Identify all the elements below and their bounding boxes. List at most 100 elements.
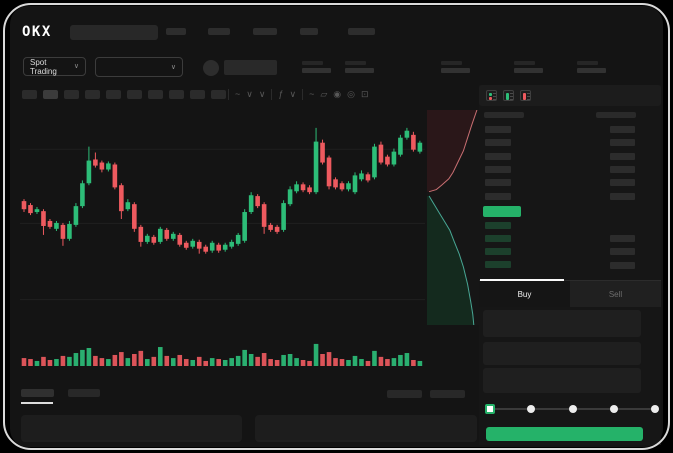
separator xyxy=(228,88,229,100)
timeframe-button[interactable] xyxy=(169,90,184,99)
orderbook-col-header-left xyxy=(484,112,524,118)
stat-label-placeholder xyxy=(345,61,366,65)
slider-stop-active[interactable] xyxy=(485,404,495,414)
divider xyxy=(479,280,661,281)
timeframe-button[interactable] xyxy=(43,90,58,99)
ask-row[interactable] xyxy=(485,179,511,187)
nav-item-placeholder[interactable] xyxy=(208,28,230,35)
market-type-label: Spot Trading xyxy=(30,57,57,76)
slider-stop[interactable] xyxy=(527,405,536,413)
bid-row[interactable] xyxy=(485,261,511,268)
combined-book-icon[interactable] xyxy=(486,90,497,101)
overlay-line-icon[interactable]: ~ xyxy=(309,89,315,99)
timeframe-button[interactable] xyxy=(127,90,142,99)
last-price-highlight[interactable] xyxy=(483,206,521,217)
screenshot-icon[interactable]: ◉ xyxy=(333,88,342,99)
ask-size-row[interactable] xyxy=(610,179,635,187)
bottom-action-1[interactable] xyxy=(387,390,422,398)
bottom-action-2[interactable] xyxy=(430,390,465,398)
search-input[interactable] xyxy=(70,25,158,40)
stat-label-placeholder xyxy=(577,61,598,65)
indicators-icon[interactable]: ƒ xyxy=(278,89,284,99)
total-input[interactable] xyxy=(483,368,641,393)
layout-chevron-icon[interactable]: ∨ xyxy=(258,88,266,99)
bid-size-row[interactable] xyxy=(610,235,635,242)
pair-dropdown[interactable]: ∨ xyxy=(95,57,183,77)
bid-row[interactable] xyxy=(485,248,511,255)
stat-label-placeholder xyxy=(441,61,462,65)
ask-size-row[interactable] xyxy=(610,192,635,200)
bid-size-row[interactable] xyxy=(610,248,635,256)
fullscreen-icon[interactable]: ⊡ xyxy=(360,88,369,99)
nav-item-placeholder[interactable] xyxy=(348,28,375,35)
candle-style-chevron-icon[interactable]: ∨ xyxy=(246,88,253,99)
ask-size-row[interactable] xyxy=(610,126,635,133)
amount-input[interactable] xyxy=(483,342,641,365)
timeframe-button[interactable] xyxy=(190,90,205,99)
separator xyxy=(302,88,304,100)
ask-row[interactable] xyxy=(485,165,511,173)
volume-chart[interactable] xyxy=(20,338,425,366)
timeframe-button[interactable] xyxy=(22,90,37,99)
compare-icon[interactable]: ▱ xyxy=(320,88,328,99)
tab-sell-label: Sell xyxy=(608,289,623,299)
tab-buy[interactable]: Buy xyxy=(479,281,570,307)
candle-style-icon[interactable]: ~ xyxy=(235,89,241,99)
bid-row[interactable] xyxy=(485,222,511,229)
nav-item-placeholder[interactable] xyxy=(253,28,277,35)
stat-value-placeholder xyxy=(441,68,470,73)
bids-only-icon[interactable] xyxy=(503,90,514,101)
nav-item-placeholder[interactable] xyxy=(166,28,186,35)
ask-size-row[interactable] xyxy=(610,139,635,147)
asks-only-icon[interactable] xyxy=(520,90,531,101)
stat-value-placeholder xyxy=(577,68,606,73)
order-history-panel xyxy=(255,415,477,442)
indicators-chevron-icon[interactable]: ∨ xyxy=(289,88,297,99)
timeframe-button[interactable] xyxy=(85,90,100,99)
tab-buy-label: Buy xyxy=(517,289,532,299)
chart-settings-icon[interactable]: ◎ xyxy=(347,88,355,99)
timeframe-button[interactable] xyxy=(106,90,121,99)
market-type-dropdown[interactable]: Spot Trading ∨ xyxy=(23,57,86,76)
chart-tools: ~ ∨ ∨ ƒ ∨ ~ ▱ ◉ ◎ ⊡ xyxy=(228,87,369,101)
nav-item-placeholder[interactable] xyxy=(300,28,318,35)
timeframe-bar xyxy=(22,90,226,99)
buy-submit-button[interactable] xyxy=(486,427,643,441)
timeframe-button[interactable] xyxy=(211,90,226,99)
ask-row[interactable] xyxy=(485,152,511,160)
stat-label-placeholder xyxy=(514,61,535,65)
timeframe-button[interactable] xyxy=(64,90,79,99)
timeframe-button[interactable] xyxy=(148,90,163,99)
active-tab-underline xyxy=(480,279,564,281)
candlestick-chart[interactable] xyxy=(20,108,425,330)
ask-size-row[interactable] xyxy=(610,165,635,173)
slider-stop[interactable] xyxy=(568,405,577,413)
orderbook-view-modes xyxy=(486,90,531,101)
separator xyxy=(271,88,273,100)
bid-row[interactable] xyxy=(485,235,511,242)
stat-value-placeholder xyxy=(514,68,543,73)
bottom-tab-1[interactable] xyxy=(21,389,54,397)
slider-stop[interactable] xyxy=(651,405,659,413)
pair-title-placeholder xyxy=(224,60,277,75)
bottom-tab-2[interactable] xyxy=(68,389,100,397)
stat-label-placeholder xyxy=(302,61,323,65)
open-orders-panel xyxy=(21,415,242,442)
stat-value-placeholder xyxy=(302,68,331,73)
ask-row[interactable] xyxy=(485,192,511,200)
stat-value-placeholder xyxy=(345,68,374,73)
coin-avatar xyxy=(203,60,219,76)
orderbook-col-header-right xyxy=(596,112,636,118)
bid-size-row[interactable] xyxy=(610,261,635,269)
ask-row[interactable] xyxy=(485,139,511,147)
chevron-down-icon: ∨ xyxy=(73,63,79,70)
ask-row[interactable] xyxy=(485,126,511,133)
bottom-tab-underline xyxy=(21,402,53,404)
ask-size-row[interactable] xyxy=(610,152,635,160)
price-input[interactable] xyxy=(483,310,641,337)
okx-logo: OKX xyxy=(22,24,52,40)
tab-sell[interactable]: Sell xyxy=(570,281,661,307)
chevron-down-icon: ∨ xyxy=(170,63,176,71)
depth-chart[interactable] xyxy=(427,110,479,325)
slider-stop[interactable] xyxy=(609,405,618,413)
